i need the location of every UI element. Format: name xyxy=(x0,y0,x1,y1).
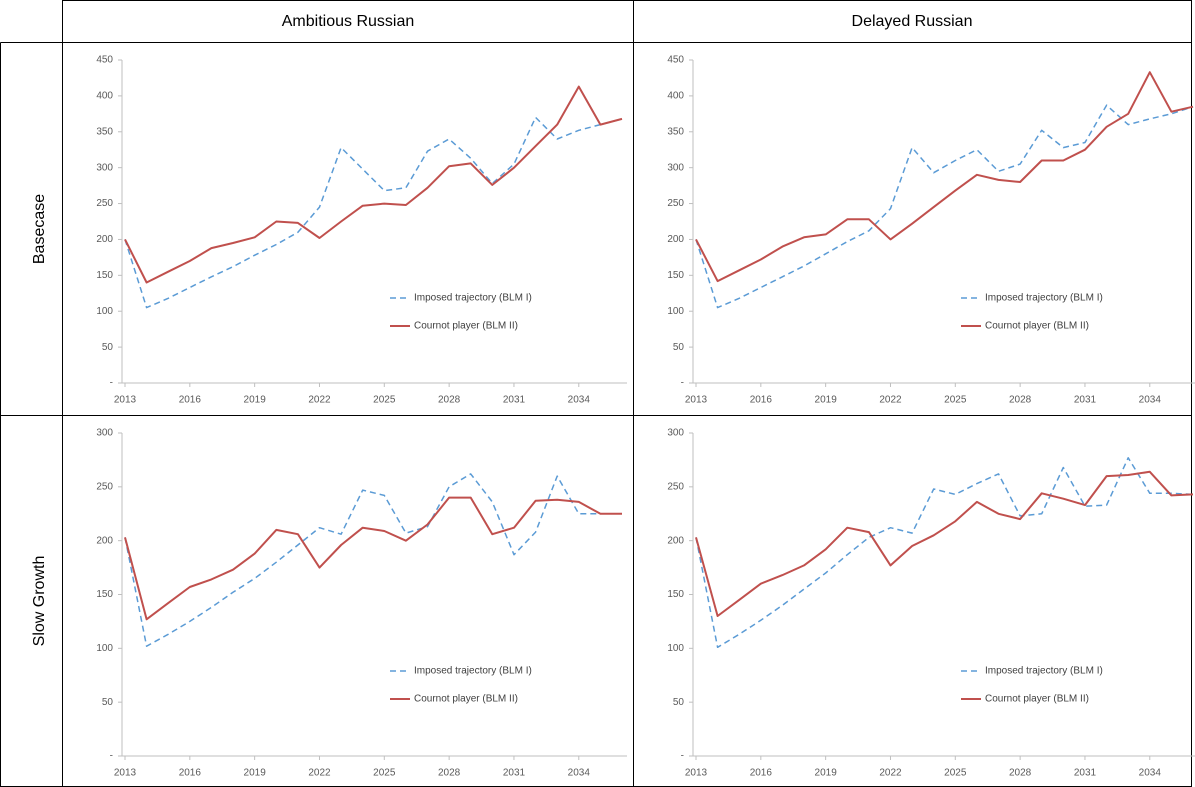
series-line xyxy=(695,104,1194,309)
y-tick-label: 250 xyxy=(667,198,684,209)
y-tick-label: 150 xyxy=(96,270,113,281)
y-tick-label: 50 xyxy=(102,697,114,708)
x-tick-label: 2019 xyxy=(244,395,267,406)
x-tick-label: 2028 xyxy=(1009,768,1032,779)
x-tick-label: 2028 xyxy=(438,395,461,406)
y-tick-label: 100 xyxy=(96,306,113,317)
legend-label: Cournot player (BLM II) xyxy=(985,321,1089,332)
y-tick-label: 50 xyxy=(673,342,685,353)
y-tick-label: 250 xyxy=(96,481,113,492)
y-tick-label: 300 xyxy=(96,162,113,173)
x-tick-label: 2028 xyxy=(1009,395,1032,406)
x-tick-label: 2025 xyxy=(944,768,967,779)
series-line xyxy=(695,71,1194,283)
row-header: Basecase xyxy=(31,194,48,264)
x-tick-label: 2031 xyxy=(503,395,526,406)
y-tick-label: 200 xyxy=(96,535,113,546)
x-tick-label: 2019 xyxy=(244,768,267,779)
x-tick-label: 2034 xyxy=(568,768,591,779)
y-tick-label: 100 xyxy=(667,306,684,317)
row-header: Slow Growth xyxy=(31,556,48,647)
x-tick-label: 2019 xyxy=(815,395,838,406)
y-tick-label: 250 xyxy=(667,481,684,492)
y-tick-label: 200 xyxy=(667,234,684,245)
series-line xyxy=(124,116,623,309)
x-tick-label: 2034 xyxy=(1139,395,1162,406)
legend-label: Cournot player (BLM II) xyxy=(985,694,1089,705)
y-tick-label: - xyxy=(681,378,684,389)
x-tick-label: 2034 xyxy=(568,395,591,406)
y-tick-label: 150 xyxy=(96,589,113,600)
legend-label: Imposed trajectory (BLM I) xyxy=(985,666,1103,677)
x-tick-label: 2016 xyxy=(750,395,773,406)
x-tick-label: 2022 xyxy=(879,395,902,406)
y-tick-label: 100 xyxy=(667,643,684,654)
y-tick-label: 200 xyxy=(96,234,113,245)
legend-label: Imposed trajectory (BLM I) xyxy=(414,293,532,304)
legend-label: Imposed trajectory (BLM I) xyxy=(985,293,1103,304)
y-tick-label: 350 xyxy=(96,126,113,137)
series-line xyxy=(124,85,623,284)
x-tick-label: 2025 xyxy=(944,395,967,406)
y-tick-label: - xyxy=(110,751,113,762)
y-tick-label: 300 xyxy=(667,162,684,173)
x-tick-label: 2025 xyxy=(373,395,396,406)
y-tick-label: 200 xyxy=(667,535,684,546)
y-tick-label: 150 xyxy=(667,270,684,281)
y-tick-label: 400 xyxy=(667,91,684,102)
x-tick-label: 2034 xyxy=(1139,768,1162,779)
x-tick-label: 2022 xyxy=(879,768,902,779)
legend-label: Cournot player (BLM II) xyxy=(414,694,518,705)
series-line xyxy=(695,470,1194,617)
x-tick-label: 2013 xyxy=(114,768,137,779)
x-tick-label: 2022 xyxy=(308,395,331,406)
y-tick-label: 50 xyxy=(673,697,685,708)
x-tick-label: 2031 xyxy=(1074,768,1097,779)
x-tick-label: 2028 xyxy=(438,768,461,779)
legend-label: Imposed trajectory (BLM I) xyxy=(414,666,532,677)
x-tick-label: 2019 xyxy=(815,768,838,779)
legend-label: Cournot player (BLM II) xyxy=(414,321,518,332)
y-tick-label: 350 xyxy=(667,126,684,137)
x-tick-label: 2031 xyxy=(1074,395,1097,406)
x-tick-label: 2022 xyxy=(308,768,331,779)
series-line xyxy=(124,473,622,647)
series-line xyxy=(695,457,1194,649)
y-tick-label: 300 xyxy=(96,428,113,439)
y-tick-label: 450 xyxy=(667,55,684,66)
x-tick-label: 2031 xyxy=(503,768,526,779)
y-tick-label: 100 xyxy=(96,643,113,654)
x-tick-label: 2016 xyxy=(179,395,202,406)
y-tick-label: 300 xyxy=(667,428,684,439)
y-tick-label: 250 xyxy=(96,198,113,209)
x-tick-label: 2013 xyxy=(685,768,708,779)
y-tick-label: 50 xyxy=(102,342,114,353)
y-tick-label: 450 xyxy=(96,55,113,66)
x-tick-label: 2016 xyxy=(179,768,202,779)
series-line xyxy=(124,496,622,621)
y-tick-label: - xyxy=(110,378,113,389)
y-tick-label: 150 xyxy=(667,589,684,600)
x-tick-label: 2025 xyxy=(373,768,396,779)
column-header: Delayed Russian xyxy=(852,13,973,30)
y-tick-label: - xyxy=(681,751,684,762)
column-header: Ambitious Russian xyxy=(282,13,415,30)
x-tick-label: 2013 xyxy=(685,395,708,406)
x-tick-label: 2016 xyxy=(750,768,773,779)
y-tick-label: 400 xyxy=(96,91,113,102)
x-tick-label: 2013 xyxy=(114,395,137,406)
